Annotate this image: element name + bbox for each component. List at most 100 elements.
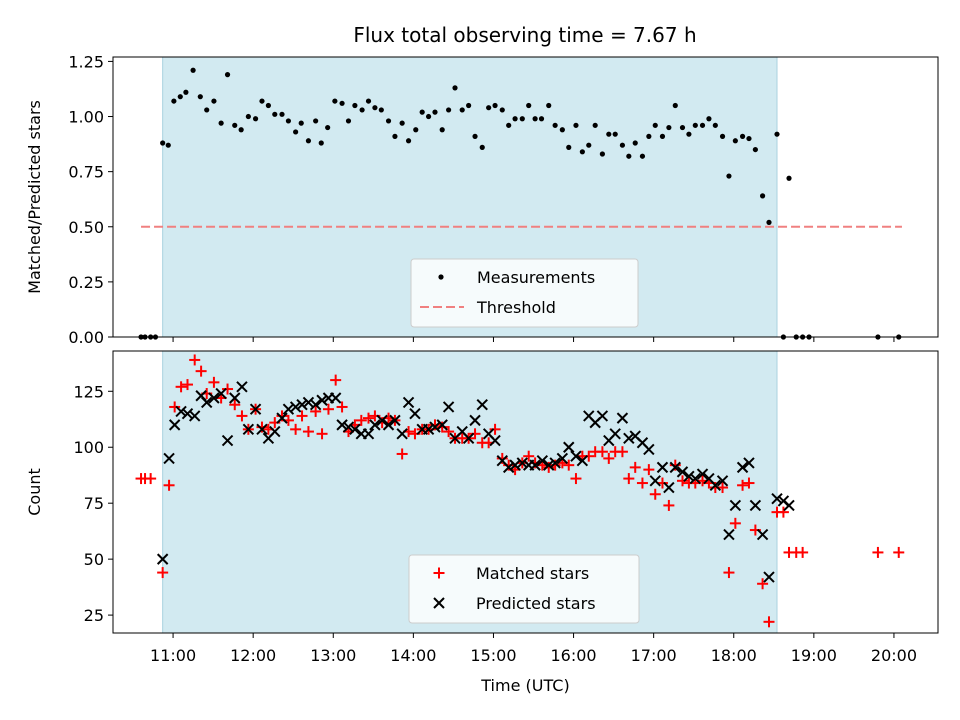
predicted-star-point [336, 419, 348, 431]
measurement-point [719, 133, 726, 139]
predicted-star-point [302, 396, 315, 409]
top-legend: Measurements Threshold [410, 258, 639, 328]
predicted-star-point [616, 412, 629, 424]
matched-star-point [322, 403, 334, 415]
matched-star-point [729, 517, 741, 529]
predicted-star-point [676, 466, 689, 478]
predicted-stars-points [156, 381, 795, 583]
top-panel-ticks: 0.00 0.25 0.50 0.75 1.00 1.25 [68, 52, 895, 347]
y-tick-label: 75 [84, 494, 104, 513]
measurement-point [385, 118, 392, 124]
x-tick-label: 20:00 [871, 646, 917, 665]
predicted-star-point [409, 407, 421, 420]
measurement-point [352, 102, 358, 109]
predicted-star-point [163, 452, 175, 465]
measurement-point [413, 127, 419, 133]
matched-star-point [181, 379, 193, 391]
measurement-point [171, 98, 177, 104]
measurement-point [573, 122, 579, 128]
measurement-point [692, 122, 698, 128]
predicted-star-point [649, 475, 661, 487]
matched-star-point [676, 475, 688, 487]
legend-plus-symbol [433, 567, 445, 579]
measurement-point [345, 118, 352, 124]
matched-star-point [436, 421, 448, 433]
measurement-point [218, 120, 224, 126]
measurement-point [586, 142, 592, 148]
matched-star-point [623, 473, 635, 485]
measurement-point [512, 116, 518, 122]
measurement-point [652, 122, 658, 128]
bottom-panel: 25 50 75 100 125 11:00 12:00 13:00 14:00 15:00 16:… [25, 350, 939, 695]
measurement-point [190, 67, 196, 73]
predicted-star-point [563, 441, 575, 453]
predicted-star-point [476, 399, 488, 411]
matched-star-point [236, 410, 248, 422]
predicted-star-point [663, 481, 675, 494]
predicted-star-point [749, 499, 762, 512]
measurement-point [238, 127, 244, 133]
matched-star-point [316, 428, 328, 440]
measurement-point [298, 120, 304, 126]
measurement-point [766, 219, 772, 225]
measurement-point [339, 100, 345, 106]
matched-star-point [429, 419, 441, 431]
measurement-point [592, 122, 598, 128]
measurement-point [699, 122, 706, 128]
matched-star-point [496, 452, 508, 464]
matched-star-point [543, 461, 555, 473]
measurement-point [318, 140, 324, 146]
matched-star-point [336, 401, 348, 413]
predicted-star-point [208, 392, 220, 404]
y-tick-label: 0.00 [68, 328, 104, 347]
measurement-point [405, 138, 412, 144]
measurement-point [332, 98, 338, 104]
matched-star-point [363, 412, 375, 424]
measurement-point [639, 153, 646, 159]
predicted-star-point [716, 475, 729, 487]
bottom-panel-frame [112, 350, 939, 634]
predicted-star-point [436, 419, 448, 431]
matched-star-point [549, 459, 561, 471]
matched-star-point [649, 488, 661, 500]
measurement-point [739, 133, 746, 139]
measurement-point [452, 85, 458, 91]
matched-star-point [583, 450, 595, 462]
predicted-star-point [543, 459, 555, 471]
matched-star-point [355, 414, 367, 426]
matched-star-point [175, 381, 187, 393]
measurement-point [626, 153, 632, 159]
bottom-panel-ticks: 25 50 75 100 125 11:00 12:00 13:00 14:00 15:00 16:… [73, 382, 917, 665]
matched-star-point [629, 461, 641, 473]
top-legend-box [410, 258, 639, 328]
matched-star-point [503, 459, 515, 471]
legend-measurements-label: Measurements [477, 268, 595, 287]
measurement-point [666, 124, 672, 131]
predicted-star-point [329, 392, 342, 404]
matched-star-point [222, 383, 234, 395]
predicted-star-point [576, 454, 589, 467]
measurement-point [265, 102, 271, 109]
measurement-point [439, 127, 445, 133]
top-panel: 0.00 0.25 0.50 0.75 1.00 1.25 Matched/Predict… [25, 52, 939, 347]
predicted-star-point [296, 399, 308, 411]
matched-star-point [489, 423, 501, 435]
measurement-point [712, 122, 718, 128]
legend-threshold-label: Threshold [476, 298, 556, 317]
measurement-point [245, 113, 251, 120]
x-tick-label: 12:00 [230, 646, 276, 665]
measurement-point [211, 98, 217, 104]
predicted-star-point [382, 419, 395, 431]
measurement-point [399, 120, 405, 126]
predicted-star-point [229, 392, 241, 404]
measurement-point [419, 109, 425, 115]
legend-matched-marker [433, 567, 445, 579]
matched-star-point [603, 452, 615, 464]
predicted-star-point [276, 412, 288, 424]
predicted-star-point [502, 461, 515, 474]
predicted-star-point [376, 414, 388, 427]
measurement-point [672, 102, 678, 109]
measurement-point [786, 175, 792, 181]
predicted-star-point [249, 403, 262, 415]
predicted-star-point [643, 443, 655, 456]
